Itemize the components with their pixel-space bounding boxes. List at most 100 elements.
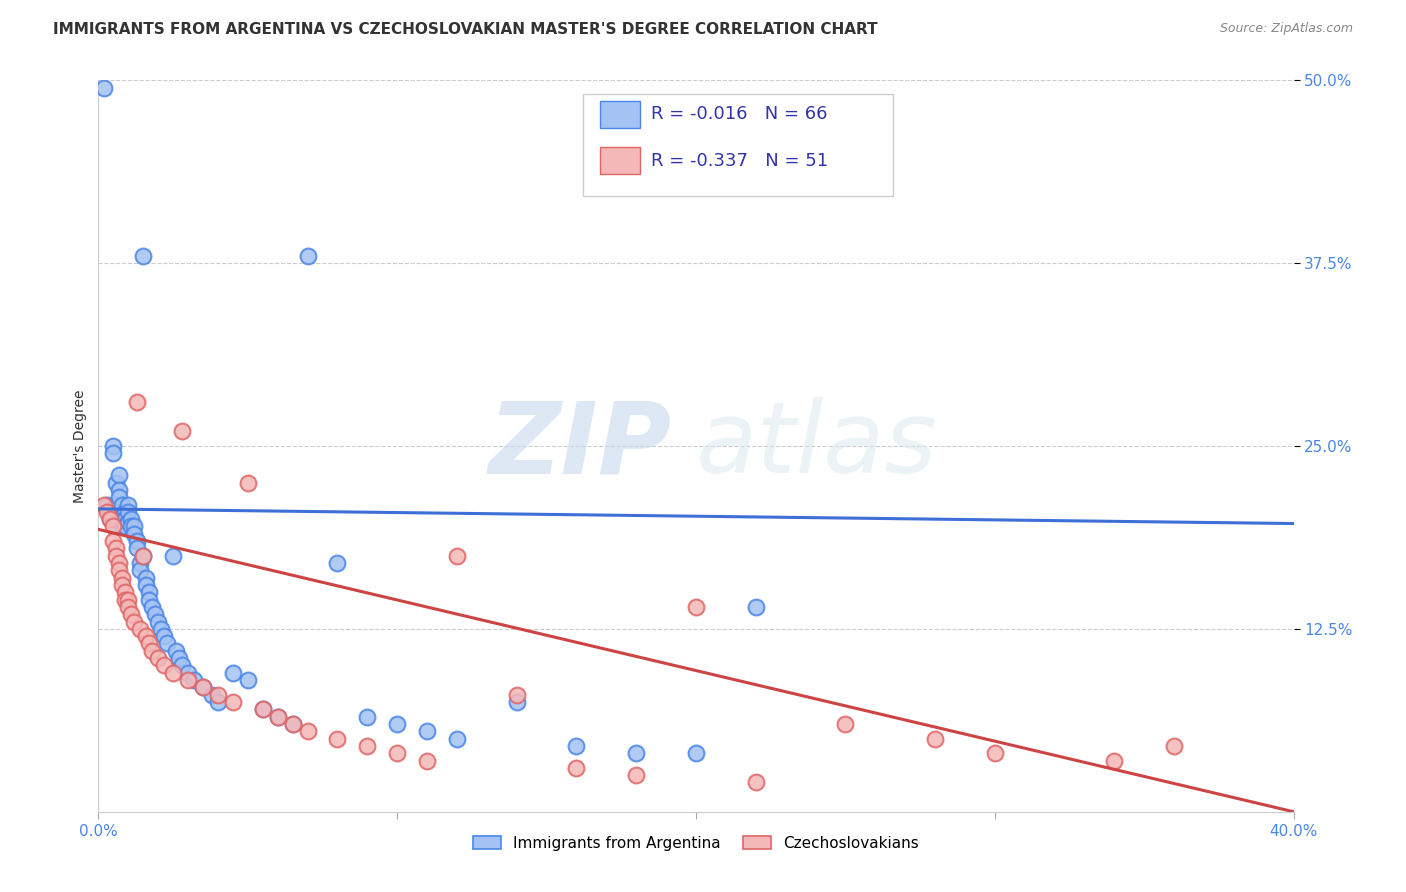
Point [267,709,290,723]
Point [506,695,529,709]
Point [117,498,139,512]
Point [141,599,163,614]
Point [114,592,136,607]
Point [98,512,122,526]
Point [105,475,128,490]
Point [626,768,648,782]
Point [132,549,155,563]
Point [120,519,142,533]
Point [117,505,139,519]
Point [834,717,856,731]
Point [98,505,122,519]
Point [924,731,946,746]
Point [135,578,157,592]
Point [984,746,1007,760]
Point [416,754,439,768]
Point [103,519,125,533]
Point [201,688,224,702]
Point [565,739,588,753]
Point [129,563,152,577]
Point [96,498,118,512]
Text: ZIP: ZIP [489,398,672,494]
Point [117,515,139,529]
Point [297,724,319,739]
Point [114,519,136,533]
Point [183,673,205,687]
Point [124,615,146,629]
Point [191,681,214,695]
Point [129,556,152,570]
Point [114,505,136,519]
Point [129,622,152,636]
Point [252,702,274,716]
Point [105,498,128,512]
Point [93,498,115,512]
Point [135,571,157,585]
Point [105,541,128,556]
Point [111,498,134,512]
Text: R = -0.016   N = 66: R = -0.016 N = 66 [651,105,828,123]
Point [111,512,134,526]
Point [385,717,409,731]
Point [108,563,131,577]
Point [138,592,160,607]
Point [1104,754,1126,768]
Point [148,651,170,665]
Point [108,483,131,497]
Point [96,505,118,519]
Point [165,644,187,658]
Point [117,599,139,614]
Point [207,695,229,709]
Point [385,746,409,760]
Point [138,636,160,650]
Point [141,644,163,658]
Point [114,585,136,599]
Point [124,526,146,541]
Point [281,717,304,731]
Point [153,629,176,643]
Y-axis label: Master's Degree: Master's Degree [73,389,87,503]
Point [446,731,468,746]
Point [685,746,707,760]
Point [167,651,190,665]
Point [153,658,176,673]
Point [143,607,166,622]
Point [267,709,290,723]
Point [326,731,349,746]
Text: IMMIGRANTS FROM ARGENTINA VS CZECHOSLOVAKIAN MASTER'S DEGREE CORRELATION CHART: IMMIGRANTS FROM ARGENTINA VS CZECHOSLOVA… [53,22,879,37]
Point [117,592,139,607]
Point [108,468,131,483]
Point [356,709,378,723]
Point [162,549,184,563]
Point [236,673,259,687]
Point [93,80,115,95]
Point [103,512,125,526]
Point [114,512,136,526]
Point [1163,739,1185,753]
Point [127,534,149,549]
Point [626,746,648,760]
Point [162,665,184,680]
Point [108,490,131,504]
Point [685,599,707,614]
Point [326,556,349,570]
Point [105,549,128,563]
Point [416,724,439,739]
Point [172,425,194,439]
Point [127,395,149,409]
Point [745,775,768,789]
Point [177,673,200,687]
Legend: Immigrants from Argentina, Czechoslovakians: Immigrants from Argentina, Czechoslovaki… [467,830,925,856]
Point [120,512,142,526]
Point [745,599,768,614]
Point [222,695,245,709]
Point [127,541,149,556]
Point [148,615,170,629]
Text: atlas: atlas [696,398,938,494]
Point [446,549,468,563]
Point [236,475,259,490]
Point [222,665,245,680]
Point [108,556,131,570]
Point [135,629,157,643]
Point [132,549,155,563]
